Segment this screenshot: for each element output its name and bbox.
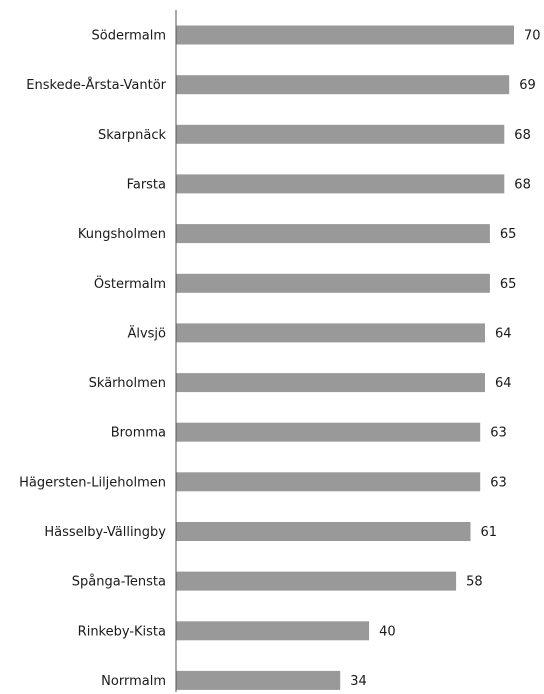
value-label: 65: [500, 277, 517, 292]
value-label: 63: [490, 475, 507, 490]
bar: [176, 224, 490, 244]
bar: [176, 522, 471, 541]
value-label: 68: [514, 177, 531, 192]
value-label: 69: [519, 78, 536, 93]
value-label: 70: [524, 29, 541, 44]
bar: [176, 25, 514, 45]
category-label: Hägersten-Liljeholmen: [19, 475, 166, 490]
value-label: 64: [495, 326, 512, 341]
category-label: Kungsholmen: [78, 227, 166, 242]
value-labels-group: 70 69 68 68 65 65 64 64 63 63 61 58 40 34: [350, 29, 540, 689]
category-label: Södermalm: [92, 29, 166, 44]
bar: [176, 472, 481, 492]
category-labels-group: Södermalm Enskede-Årsta-Vantör Skarpnäck Fa…: [19, 29, 167, 689]
bar: [176, 273, 490, 293]
category-label: Hässelby-Vällingby: [44, 525, 166, 540]
bar: [176, 174, 505, 194]
category-label: Farsta: [127, 177, 166, 192]
category-label: Bromma: [111, 426, 166, 441]
bar: [176, 571, 457, 591]
bar: [176, 621, 370, 641]
value-label: 64: [495, 376, 512, 391]
category-label: Norrmalm: [101, 674, 166, 689]
category-label: Älvsjö: [127, 325, 166, 341]
value-label: 63: [490, 426, 507, 441]
category-label: Spånga-Tensta: [72, 575, 166, 590]
bar: [176, 75, 510, 95]
category-label: Enskede-Årsta-Vantör: [26, 77, 166, 93]
bar: [176, 422, 481, 442]
category-label: Skarpnäck: [98, 128, 166, 143]
value-label: 68: [514, 128, 531, 143]
bar: [176, 323, 485, 343]
value-label: 40: [379, 624, 396, 639]
value-label: 34: [350, 674, 367, 689]
category-label: Östermalm: [94, 275, 166, 292]
bar: [176, 373, 485, 393]
category-label: Skärholmen: [89, 376, 166, 391]
bars-group: [176, 25, 514, 690]
category-label: Rinkeby-Kista: [78, 624, 166, 639]
bar: [176, 124, 505, 144]
bar: [176, 670, 341, 690]
value-label: 65: [500, 227, 517, 242]
value-label: 61: [481, 525, 498, 540]
value-label: 58: [466, 575, 483, 590]
